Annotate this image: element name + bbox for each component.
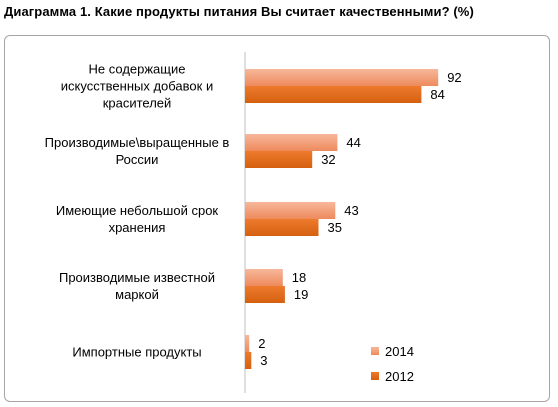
labels-group: Не содержащие искусственных добавок и крас… [45,62,462,369]
category-label: Производимые\выращенные в [45,135,230,150]
category-label: маркой [115,287,159,302]
bars-group [245,69,439,369]
data-label: 3 [260,353,267,368]
legend: 2014 2012 [371,344,414,384]
data-label: 32 [321,152,335,167]
bar-2012 [245,352,252,369]
data-label: 2 [258,336,265,351]
data-label: 92 [447,70,461,85]
data-label: 18 [292,270,306,285]
legend-swatch-2014 [371,347,379,355]
legend-label: 2014 [385,344,414,359]
bar-2014 [245,134,338,151]
bar-2012 [245,151,313,168]
bar-2014 [245,335,250,352]
data-label: 44 [346,135,360,150]
legend-swatch-2012 [371,372,379,380]
category-label: Имеющие небольшой срок [56,203,219,218]
category-label: Не содержащие [89,62,186,77]
bar-2012 [245,286,285,303]
data-label: 84 [430,87,444,102]
chart-title: Диаграмма 1. Какие продукты питания Вы с… [4,4,474,19]
bar-2012 [245,219,319,236]
bar-2014 [245,269,283,286]
data-label: 35 [328,220,342,235]
bar-2014 [245,69,439,86]
bar-2014 [245,202,336,219]
data-label: 43 [344,203,358,218]
category-label: России [116,152,159,167]
category-label: хранения [109,220,166,235]
category-label: Импортные продукты [72,345,201,360]
category-label: красителей [103,96,172,111]
category-label: искусственных добавок и [61,79,213,94]
category-label: Производимые известной [59,270,215,285]
legend-label: 2012 [385,369,414,384]
bar-2012 [245,86,422,103]
data-label: 19 [294,287,308,302]
